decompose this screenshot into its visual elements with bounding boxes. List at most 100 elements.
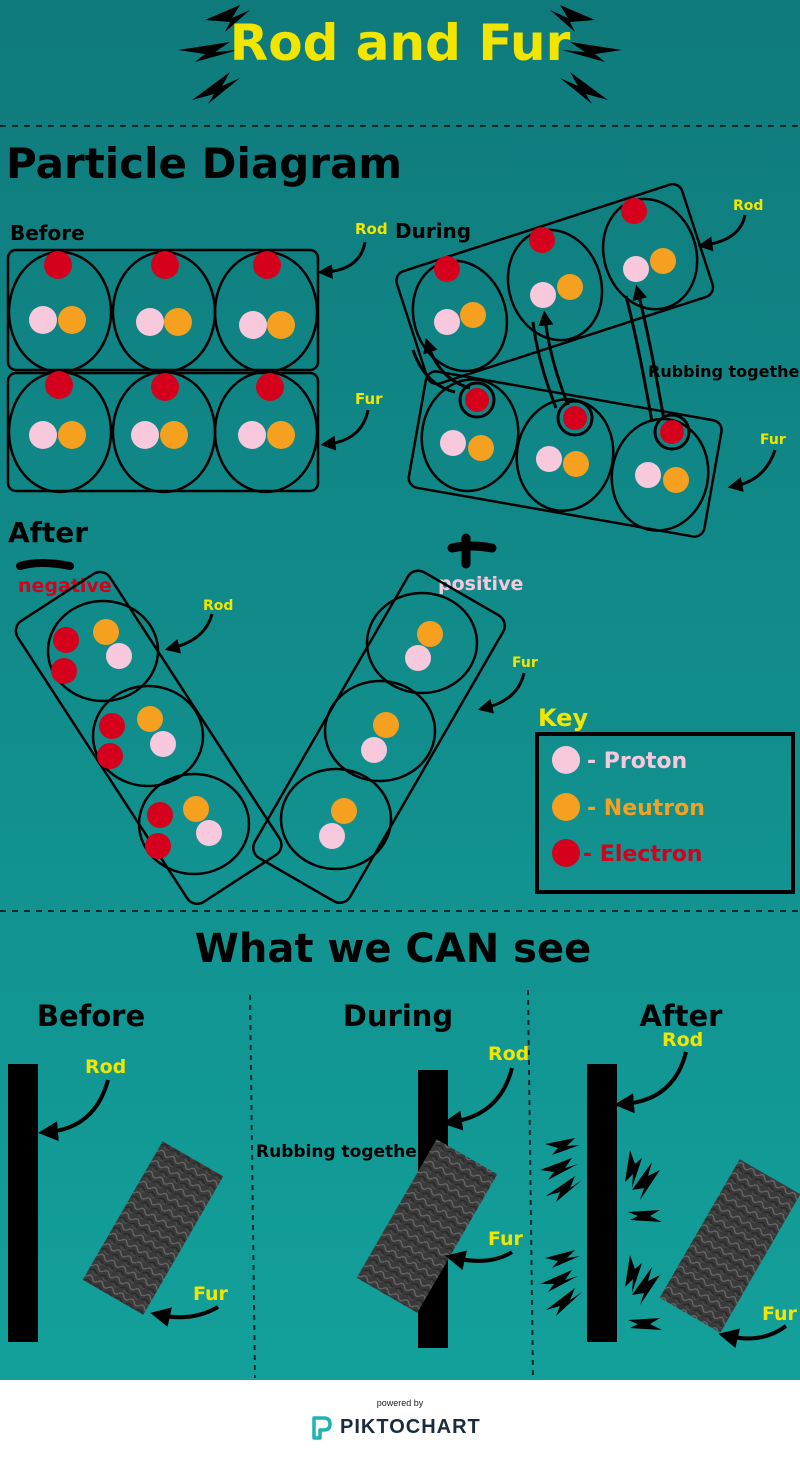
proton xyxy=(239,311,267,339)
see-before-label: Before xyxy=(37,999,145,1033)
after-fur-atoms xyxy=(279,591,479,871)
key-title: Key xyxy=(538,704,588,732)
title-lightning-right xyxy=(550,5,622,104)
minus-sign xyxy=(16,559,74,570)
key-neutron-label: - Neutron xyxy=(587,796,705,821)
brand-name: PIKTOCHART xyxy=(340,1416,481,1438)
electron xyxy=(621,198,647,224)
proton xyxy=(361,737,387,763)
during-fur-label: Fur xyxy=(760,432,786,448)
neutron xyxy=(373,712,399,738)
before-rod-label: Rod xyxy=(355,220,388,238)
plus-sign xyxy=(447,533,497,569)
key-proton-swatch xyxy=(552,746,580,774)
see-after-fur xyxy=(659,1159,800,1333)
after-rod-particles xyxy=(51,619,222,859)
proton xyxy=(29,306,57,334)
see-before-rod-label: Rod xyxy=(85,1056,126,1078)
see-during-rubbing-label: Rubbing together xyxy=(256,1142,426,1162)
key-legend: - Proton - Neutron - Electron xyxy=(552,746,705,867)
after-fur-label: Fur xyxy=(512,655,538,671)
page-title: Rod and Fur xyxy=(230,14,571,72)
key-electron-swatch xyxy=(552,839,580,867)
before-rod-particles xyxy=(29,251,295,339)
proton xyxy=(635,462,661,488)
neutron xyxy=(267,311,295,339)
see-after-sparks-right xyxy=(625,1150,662,1330)
neutron xyxy=(460,302,486,328)
proton xyxy=(196,820,222,846)
see-after-fur-arrow xyxy=(718,1324,788,1349)
neutron xyxy=(164,308,192,336)
proton xyxy=(238,421,266,449)
see-after-sparks-left xyxy=(540,1138,582,1316)
proton xyxy=(405,645,431,671)
proton xyxy=(623,256,649,282)
title-lightning-left xyxy=(178,5,250,104)
neutron xyxy=(663,467,689,493)
see-during-rod-label: Rod xyxy=(488,1043,529,1065)
neutron xyxy=(468,435,494,461)
see-before-rod xyxy=(8,1064,38,1342)
neutron xyxy=(137,706,163,732)
neutron xyxy=(331,798,357,824)
see-after-rod-arrow xyxy=(614,1051,688,1114)
see-after-rod xyxy=(587,1064,617,1342)
proton xyxy=(536,446,562,472)
after-fur-particles xyxy=(319,621,443,849)
proton xyxy=(434,309,460,335)
proton xyxy=(150,731,176,757)
brand-logo[interactable]: PIKTOCHART xyxy=(310,1414,500,1444)
proton xyxy=(440,430,466,456)
proton xyxy=(319,823,345,849)
electron xyxy=(145,833,171,859)
neutron xyxy=(267,421,295,449)
before-rod-arrow xyxy=(317,241,367,280)
see-during-rod-arrow xyxy=(442,1067,514,1131)
proton xyxy=(106,643,132,669)
neutron xyxy=(417,621,443,647)
electron xyxy=(151,251,179,279)
during-rod-label: Rod xyxy=(733,198,763,214)
piktochart-icon xyxy=(312,1416,332,1440)
proton xyxy=(131,421,159,449)
powered-by-text: powered by xyxy=(376,1398,424,1408)
electron xyxy=(151,373,179,401)
before-fur-particles xyxy=(29,371,295,449)
neutron xyxy=(557,274,583,300)
electron xyxy=(53,627,79,653)
see-during-fur xyxy=(356,1139,498,1313)
see-after-rod-label: Rod xyxy=(662,1029,703,1051)
key-box xyxy=(535,732,795,894)
electron xyxy=(147,802,173,828)
key-electron-label: - Electron xyxy=(583,842,702,867)
after-rod-label: Rod xyxy=(203,598,233,614)
key-neutron-swatch xyxy=(552,793,580,821)
column-divider-2 xyxy=(527,989,534,1379)
electron xyxy=(465,388,489,412)
electron xyxy=(253,251,281,279)
neutron xyxy=(58,421,86,449)
during-rubbing-label: Rubbing together xyxy=(648,362,800,381)
see-during-label: During xyxy=(343,999,453,1033)
electron xyxy=(434,256,460,282)
section-title-what-we-can-see: What we CAN see xyxy=(195,926,591,972)
section-title-particle-diagram: Particle Diagram xyxy=(6,139,402,188)
neutron xyxy=(563,451,589,477)
electron xyxy=(45,371,73,399)
electron xyxy=(97,743,123,769)
electron xyxy=(51,658,77,684)
electron xyxy=(660,420,684,444)
after-rod-atoms xyxy=(46,599,251,876)
see-before-rod-arrow xyxy=(38,1079,110,1142)
during-rod-arrow xyxy=(697,214,747,252)
after-label: After xyxy=(8,516,88,549)
electron xyxy=(529,227,555,253)
after-rod-arrow xyxy=(164,613,214,654)
negative-label: negative xyxy=(18,575,112,597)
during-label: During xyxy=(395,219,471,243)
see-after-label: After xyxy=(640,999,724,1033)
footer: powered by PIKTOCHART xyxy=(0,1380,800,1460)
see-during-fur-arrow xyxy=(445,1250,514,1270)
